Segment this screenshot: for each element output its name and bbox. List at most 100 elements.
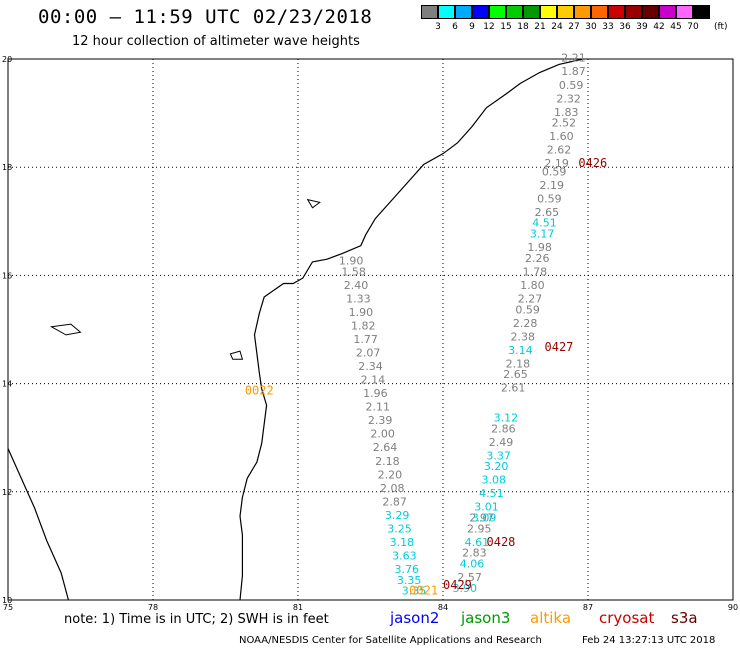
wave-height-label: 2.07 [356,347,381,360]
page-subtitle: 12 hour collection of altimeter wave hei… [72,34,360,49]
legend-swatch [693,5,710,19]
y-tick-label: 10 [2,596,12,605]
credit-text: NOAA/NESDIS Center for Satellite Applica… [239,635,542,646]
wave-height-label: 2.14 [361,374,386,387]
y-tick-label: 12 [2,488,12,497]
legend-swatch [438,5,455,19]
wave-height-label: 2.49 [489,436,514,449]
wave-height-label: 3.35 [397,574,422,587]
x-tick-label: 81 [293,603,303,612]
wave-height-label: 3.35 [402,585,427,598]
y-tick-label: 14 [2,380,12,389]
wave-height-label: 3.18 [390,536,415,549]
x-tick-label: 87 [583,603,593,612]
track-id-label: 0428 [487,535,516,549]
lake-outline [306,198,321,209]
wave-height-label: 0.59 [537,192,562,205]
legend-label: 27 [568,22,580,32]
wave-height-label: 3.37 [486,449,511,462]
wave-height-label: 2.19 [540,179,565,192]
wave-height-label: 2.52 [552,117,577,130]
legend-swatch [455,5,472,19]
wave-height-label: 2.00 [370,428,395,441]
wave-height-label: 2.87 [382,495,407,508]
legend-swatch [676,5,693,19]
legend-swatch [506,5,523,19]
wave-height-label: 2.57 [457,571,482,584]
wave-height-label: 3.20 [484,460,509,473]
wave-height-label: 2.18 [375,455,400,468]
legend-swatch [540,5,557,19]
wave-height-label: 2.27 [518,292,543,305]
legend-swatch [574,5,591,19]
wave-height-label: 2.64 [373,441,398,454]
wave-height-label: 3.01 [474,501,499,514]
wave-height-label: 3.90 [453,582,478,595]
legend-swatch [625,5,642,19]
legend-label: 12 [483,22,495,32]
wave-height-label: 1.83 [554,106,579,119]
x-tick-label: 78 [148,603,158,612]
wave-height-label: 2.20 [378,468,403,481]
wave-height-label: 1.96 [363,387,388,400]
y-tick-label: 16 [2,271,12,280]
wave-height-label: 3.76 [395,563,420,576]
legend-label: 9 [469,22,475,32]
legend-swatch [608,5,625,19]
page-title: 00:00 – 11:59 UTC 02/23/2018 [38,6,373,28]
legend-swatch [557,5,574,19]
legend-swatch [489,5,506,19]
wave-height-label: 2.34 [358,360,383,373]
wave-height-label: 3.14 [508,344,533,357]
wave-height-label: 3.12 [494,411,519,424]
legend-label: 18 [517,22,529,32]
wave-height-label: 2.11 [366,401,391,414]
lake-outline [229,350,244,360]
satellite-name-jason2: jason2 [390,609,440,627]
wave-height-label: 3.08 [482,474,507,487]
legend-label: 21 [534,22,546,32]
west-coastline [7,448,69,601]
wave-height-label: 3.25 [387,522,412,535]
wave-height-label: 1.58 [341,265,366,278]
wave-height-label: 2.61 [501,382,526,395]
legend-swatch [523,5,540,19]
satellite-name-cryosat: cryosat [599,609,655,627]
legend-label: 6 [452,22,458,32]
legend-swatch [659,5,676,19]
wave-height-label: 3.29 [385,509,410,522]
wave-height-label: 1.80 [520,279,545,292]
y-tick-label: 18 [2,163,12,172]
wave-height-label: 2.65 [503,368,528,381]
legend-label: 36 [619,22,631,32]
wave-height-label: 4.06 [460,558,485,571]
wave-height-label: 1.87 [561,65,586,78]
track-id-label: 0022 [245,383,274,397]
wave-height-label: 2.40 [344,279,369,292]
track-id-label: 0021 [409,584,438,598]
x-tick-label: 75 [3,603,13,612]
footer-note: note: 1) Time is in UTC; 2) SWH is in fe… [64,612,329,627]
timestamp-text: Feb 24 13:27:13 UTC 2018 [582,635,716,646]
legend-unit: (ft) [714,22,728,32]
wave-height-label: 3.09 [472,512,497,525]
wave-height-label: 3.17 [530,228,555,241]
wave-height-label: 2.83 [462,547,487,560]
x-tick-label: 90 [728,603,738,612]
track-id-label: 0426 [578,156,607,170]
wave-height-label: 1.82 [351,320,376,333]
legend-swatch [591,5,608,19]
satellite-name-jason3: jason3 [461,609,511,627]
wave-height-label: 0.59 [542,165,567,178]
wave-height-label: 4.51 [532,217,557,230]
legend-label: 3 [435,22,441,32]
wave-height-label: 2.32 [556,92,581,105]
wave-height-label: 1.98 [527,241,552,254]
wave-height-label: 2.86 [491,422,516,435]
wave-height-label: 2.38 [511,330,536,343]
wave-height-label: 2.28 [513,317,538,330]
map-frame [7,58,734,601]
legend-swatch [472,5,489,19]
wave-height-label: 1.33 [346,292,371,305]
